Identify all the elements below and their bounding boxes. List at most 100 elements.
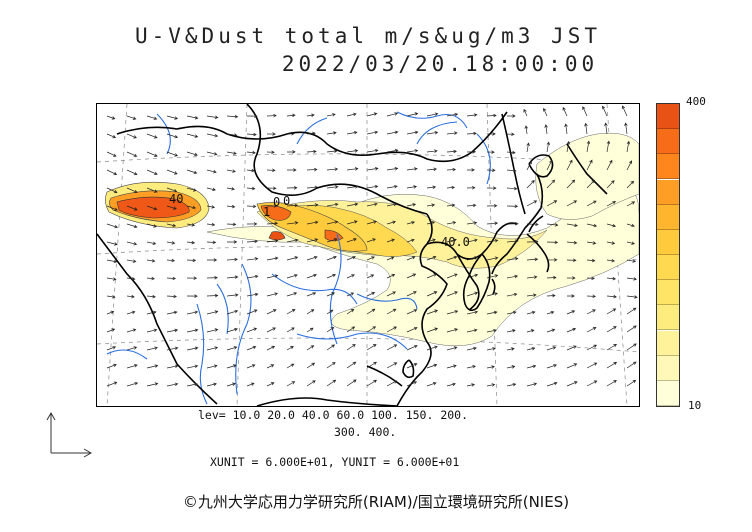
wind-arrow: [526, 382, 538, 387]
wind-arrow: [606, 140, 611, 153]
wind-arrow: [426, 363, 438, 369]
wind-arrow: [186, 258, 197, 263]
wind-arrow: [326, 131, 337, 135]
wind-arrow: [586, 241, 597, 245]
wind-arrow: [126, 346, 138, 351]
wind-arrow: [506, 382, 517, 387]
wind-arrow: [626, 241, 635, 245]
wind-arrow: [306, 131, 316, 136]
wind-arrow: [106, 205, 118, 211]
wind-arrow: [466, 238, 478, 243]
wind-arrow: [126, 381, 139, 387]
wind-arrow: [606, 241, 616, 245]
wind-arrow: [126, 151, 138, 157]
wind-arrow: [306, 238, 319, 243]
wind-arrow: [326, 344, 336, 351]
wind-arrow: [626, 277, 638, 281]
wind-arrow: [106, 277, 117, 281]
wind-arrow: [406, 273, 417, 279]
wind-arrow: [526, 200, 538, 207]
wind-arrow: [306, 362, 316, 369]
wind-arrow: [326, 379, 337, 387]
wind-arrow: [446, 112, 459, 117]
wind-arrow: [266, 150, 275, 154]
wind-arrow: [246, 132, 257, 137]
contour-label-center-b: 0: [273, 195, 280, 209]
wind-arrow: [544, 124, 548, 135]
wind-arrow: [226, 327, 238, 333]
wind-arrow: [526, 310, 536, 315]
colorbar-band: [657, 280, 679, 306]
wind-arrow: [506, 292, 518, 297]
wind-arrow: [506, 222, 519, 226]
wind-arrow: [606, 180, 615, 189]
wind-arrow: [346, 167, 359, 171]
wind-arrow: [486, 150, 495, 154]
wind-arrow: [206, 328, 219, 333]
wind-arrow: [186, 115, 199, 120]
wind-arrow: [226, 222, 237, 227]
wind-arrow: [166, 310, 178, 315]
wind-arrow: [266, 274, 279, 279]
wind-arrow: [606, 308, 617, 315]
wind-arrow: [426, 273, 438, 279]
wind-arrow: [624, 122, 628, 135]
wind-arrow: [106, 328, 116, 333]
wind-arrow: [306, 327, 314, 333]
wind-arrow: [306, 113, 315, 117]
wind-arrow: [586, 179, 596, 189]
wind-arrow: [466, 131, 477, 136]
map-title-line2: 2022/03/20.18:00:00: [281, 52, 599, 76]
wind-arrow: [606, 380, 617, 387]
wind-arrow: [406, 112, 419, 117]
wind-arrow: [146, 205, 158, 211]
wind-arrow: [286, 309, 296, 315]
wind-arrow: [366, 291, 376, 297]
wind-arrow: [166, 187, 178, 193]
wind-arrow: [486, 113, 497, 118]
wind-arrow: [166, 205, 177, 210]
wind-arrow: [226, 240, 238, 244]
wind-arrow: [526, 222, 539, 227]
wind-arrow: [346, 220, 358, 225]
wind-arrow: [506, 310, 517, 315]
wind-arrow: [486, 221, 499, 226]
wind-arrow: [426, 345, 438, 351]
wind-arrow: [626, 343, 637, 351]
wind-arrow: [146, 223, 157, 228]
wind-arrow: [506, 257, 519, 261]
wind-arrow: [526, 179, 535, 189]
wind-arrow: [486, 328, 497, 333]
wind-arrow: [566, 310, 576, 315]
wind-arrow: [446, 310, 459, 315]
wind-arrow: [526, 142, 530, 153]
wind-arrow: [506, 347, 515, 351]
wind-arrow: [506, 186, 518, 191]
wind-arrow: [146, 259, 156, 263]
wind-arrow: [286, 363, 295, 369]
wind-arrow: [186, 133, 199, 138]
wind-arrow: [126, 294, 135, 299]
wind-arrow: [446, 382, 456, 387]
wind-arrow: [266, 364, 275, 369]
wind-arrow: [346, 344, 356, 351]
wind-arrow: [226, 346, 238, 351]
wind-arrow: [506, 168, 517, 173]
wind-arrow: [446, 238, 457, 243]
wind-arrow: [386, 220, 397, 225]
wind-arrow: [206, 275, 218, 280]
wind-arrow: [466, 273, 479, 279]
wind-arrow: [286, 113, 296, 118]
wind-arrow: [566, 240, 578, 245]
wind-arrow: [566, 140, 571, 153]
wind-arrow: [406, 309, 418, 315]
wind-arrow: [506, 239, 519, 243]
wind-arrow: [146, 364, 159, 369]
wind-arrow: [286, 238, 299, 243]
wind-arrow: [106, 187, 118, 194]
wind-arrow: [226, 187, 235, 191]
wind-arrow: [564, 123, 568, 135]
reference-axes: [46, 411, 93, 458]
wind-arrow: [366, 326, 377, 333]
wind-arrow: [566, 258, 577, 263]
